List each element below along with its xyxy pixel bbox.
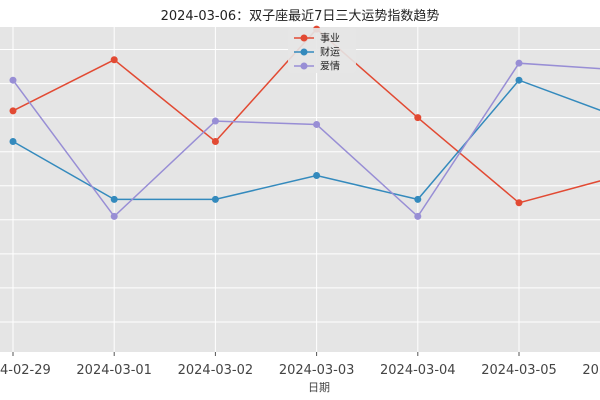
legend-swatch-marker [300, 62, 308, 70]
data-point [313, 120, 321, 128]
data-point [414, 212, 422, 220]
x-axis-ticks: 2024-02-29 2024-03-01 2024-03-02 2024-03-03… [0, 352, 600, 378]
data-point [211, 117, 219, 125]
data-point [110, 195, 118, 203]
chart-title: 2024-03-06：双子座最近7日三大运势指数趋势 [160, 9, 440, 24]
data-point [515, 76, 523, 84]
x-tick-label: 2024-03-04 [380, 363, 456, 378]
legend-swatch-marker [300, 48, 308, 56]
data-point [9, 107, 17, 115]
data-point [211, 195, 219, 203]
legend-swatch-marker [300, 34, 308, 42]
plot-area [0, 27, 600, 352]
x-tick-label: 2024-03-03 [279, 363, 355, 378]
grid [0, 27, 600, 352]
data-point [9, 137, 17, 145]
legend-label: 财运 [320, 46, 340, 59]
series-财运 [9, 76, 600, 203]
legend-label: 事业 [320, 32, 340, 45]
data-point [110, 56, 118, 64]
x-tick-label: 2024-03-05 [481, 363, 557, 378]
legend-label: 爱情 [320, 60, 340, 73]
data-point [414, 114, 422, 122]
data-point [414, 195, 422, 203]
data-point [313, 172, 321, 180]
x-tick-label: 2024-02-29 [0, 363, 51, 378]
x-tick-label: 2024-03-01 [76, 363, 152, 378]
x-tick-label: 2024-03-06 [582, 363, 600, 378]
data-point [9, 76, 17, 84]
data-point [110, 212, 118, 220]
data-point [515, 199, 523, 207]
data-point [211, 137, 219, 145]
data-point [515, 59, 523, 67]
series-爱情 [9, 59, 600, 220]
x-tick-label: 2024-03-02 [178, 363, 254, 378]
x-axis-label: 日期 [308, 381, 330, 394]
